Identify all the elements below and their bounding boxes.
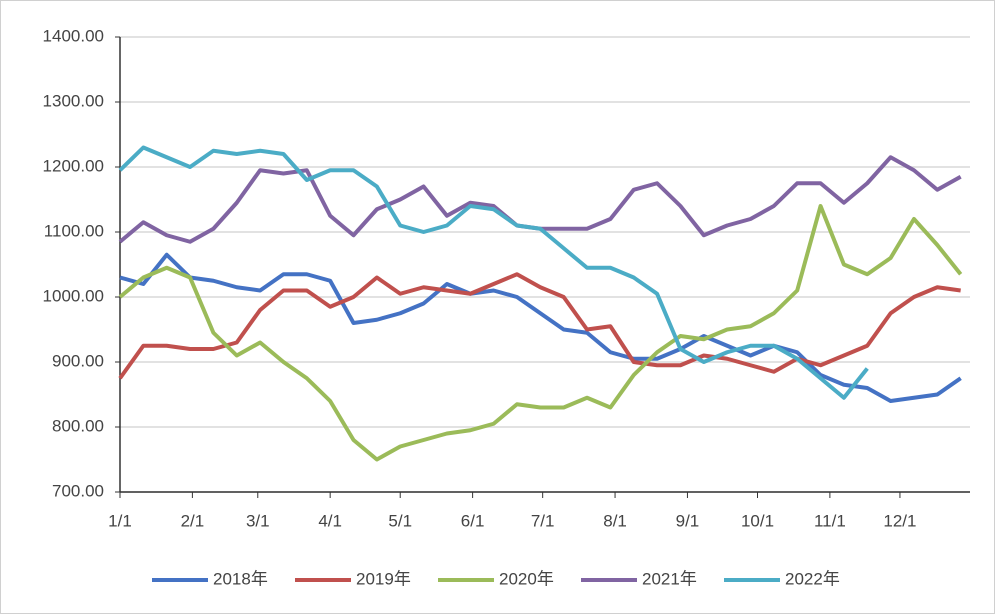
y-tick-label: 1100.00 — [44, 221, 104, 240]
legend-label: 2021年 — [642, 569, 697, 588]
legend-label: 2018年 — [213, 569, 268, 588]
y-tick-label: 1200.00 — [43, 156, 104, 175]
y-tick-label: 1400.00 — [43, 26, 104, 45]
x-tick-label: 11/1 — [814, 511, 846, 530]
x-tick-label: 10/1 — [741, 511, 774, 530]
series-line — [118, 145, 869, 400]
series-line — [119, 252, 962, 403]
y-tick-label: 1300.00 — [43, 91, 104, 110]
x-tick-label: 5/1 — [388, 511, 412, 530]
x-tick-label: 8/1 — [603, 511, 627, 530]
x-tick-label: 2/1 — [181, 511, 205, 530]
x-tick-label: 4/1 — [318, 511, 342, 530]
x-tick-label: 6/1 — [461, 511, 485, 530]
legend-label: 2022年 — [785, 569, 840, 588]
x-tick-label: 3/1 — [246, 511, 270, 530]
legend-label: 2019年 — [356, 569, 411, 588]
legend-label: 2020年 — [499, 569, 554, 588]
x-tick-label: 9/1 — [676, 511, 700, 530]
y-tick-label: 1000.00 — [43, 286, 104, 305]
y-tick-label: 700.00 — [52, 481, 104, 500]
series-line — [118, 204, 963, 462]
x-tick-label: 7/1 — [531, 511, 555, 530]
y-tick-label: 800.00 — [52, 416, 104, 435]
x-tick-label: 12/1 — [883, 511, 916, 530]
y-tick-label: 900.00 — [52, 351, 104, 370]
x-tick-label: 1/1 — [108, 511, 132, 530]
series-line — [118, 272, 961, 380]
